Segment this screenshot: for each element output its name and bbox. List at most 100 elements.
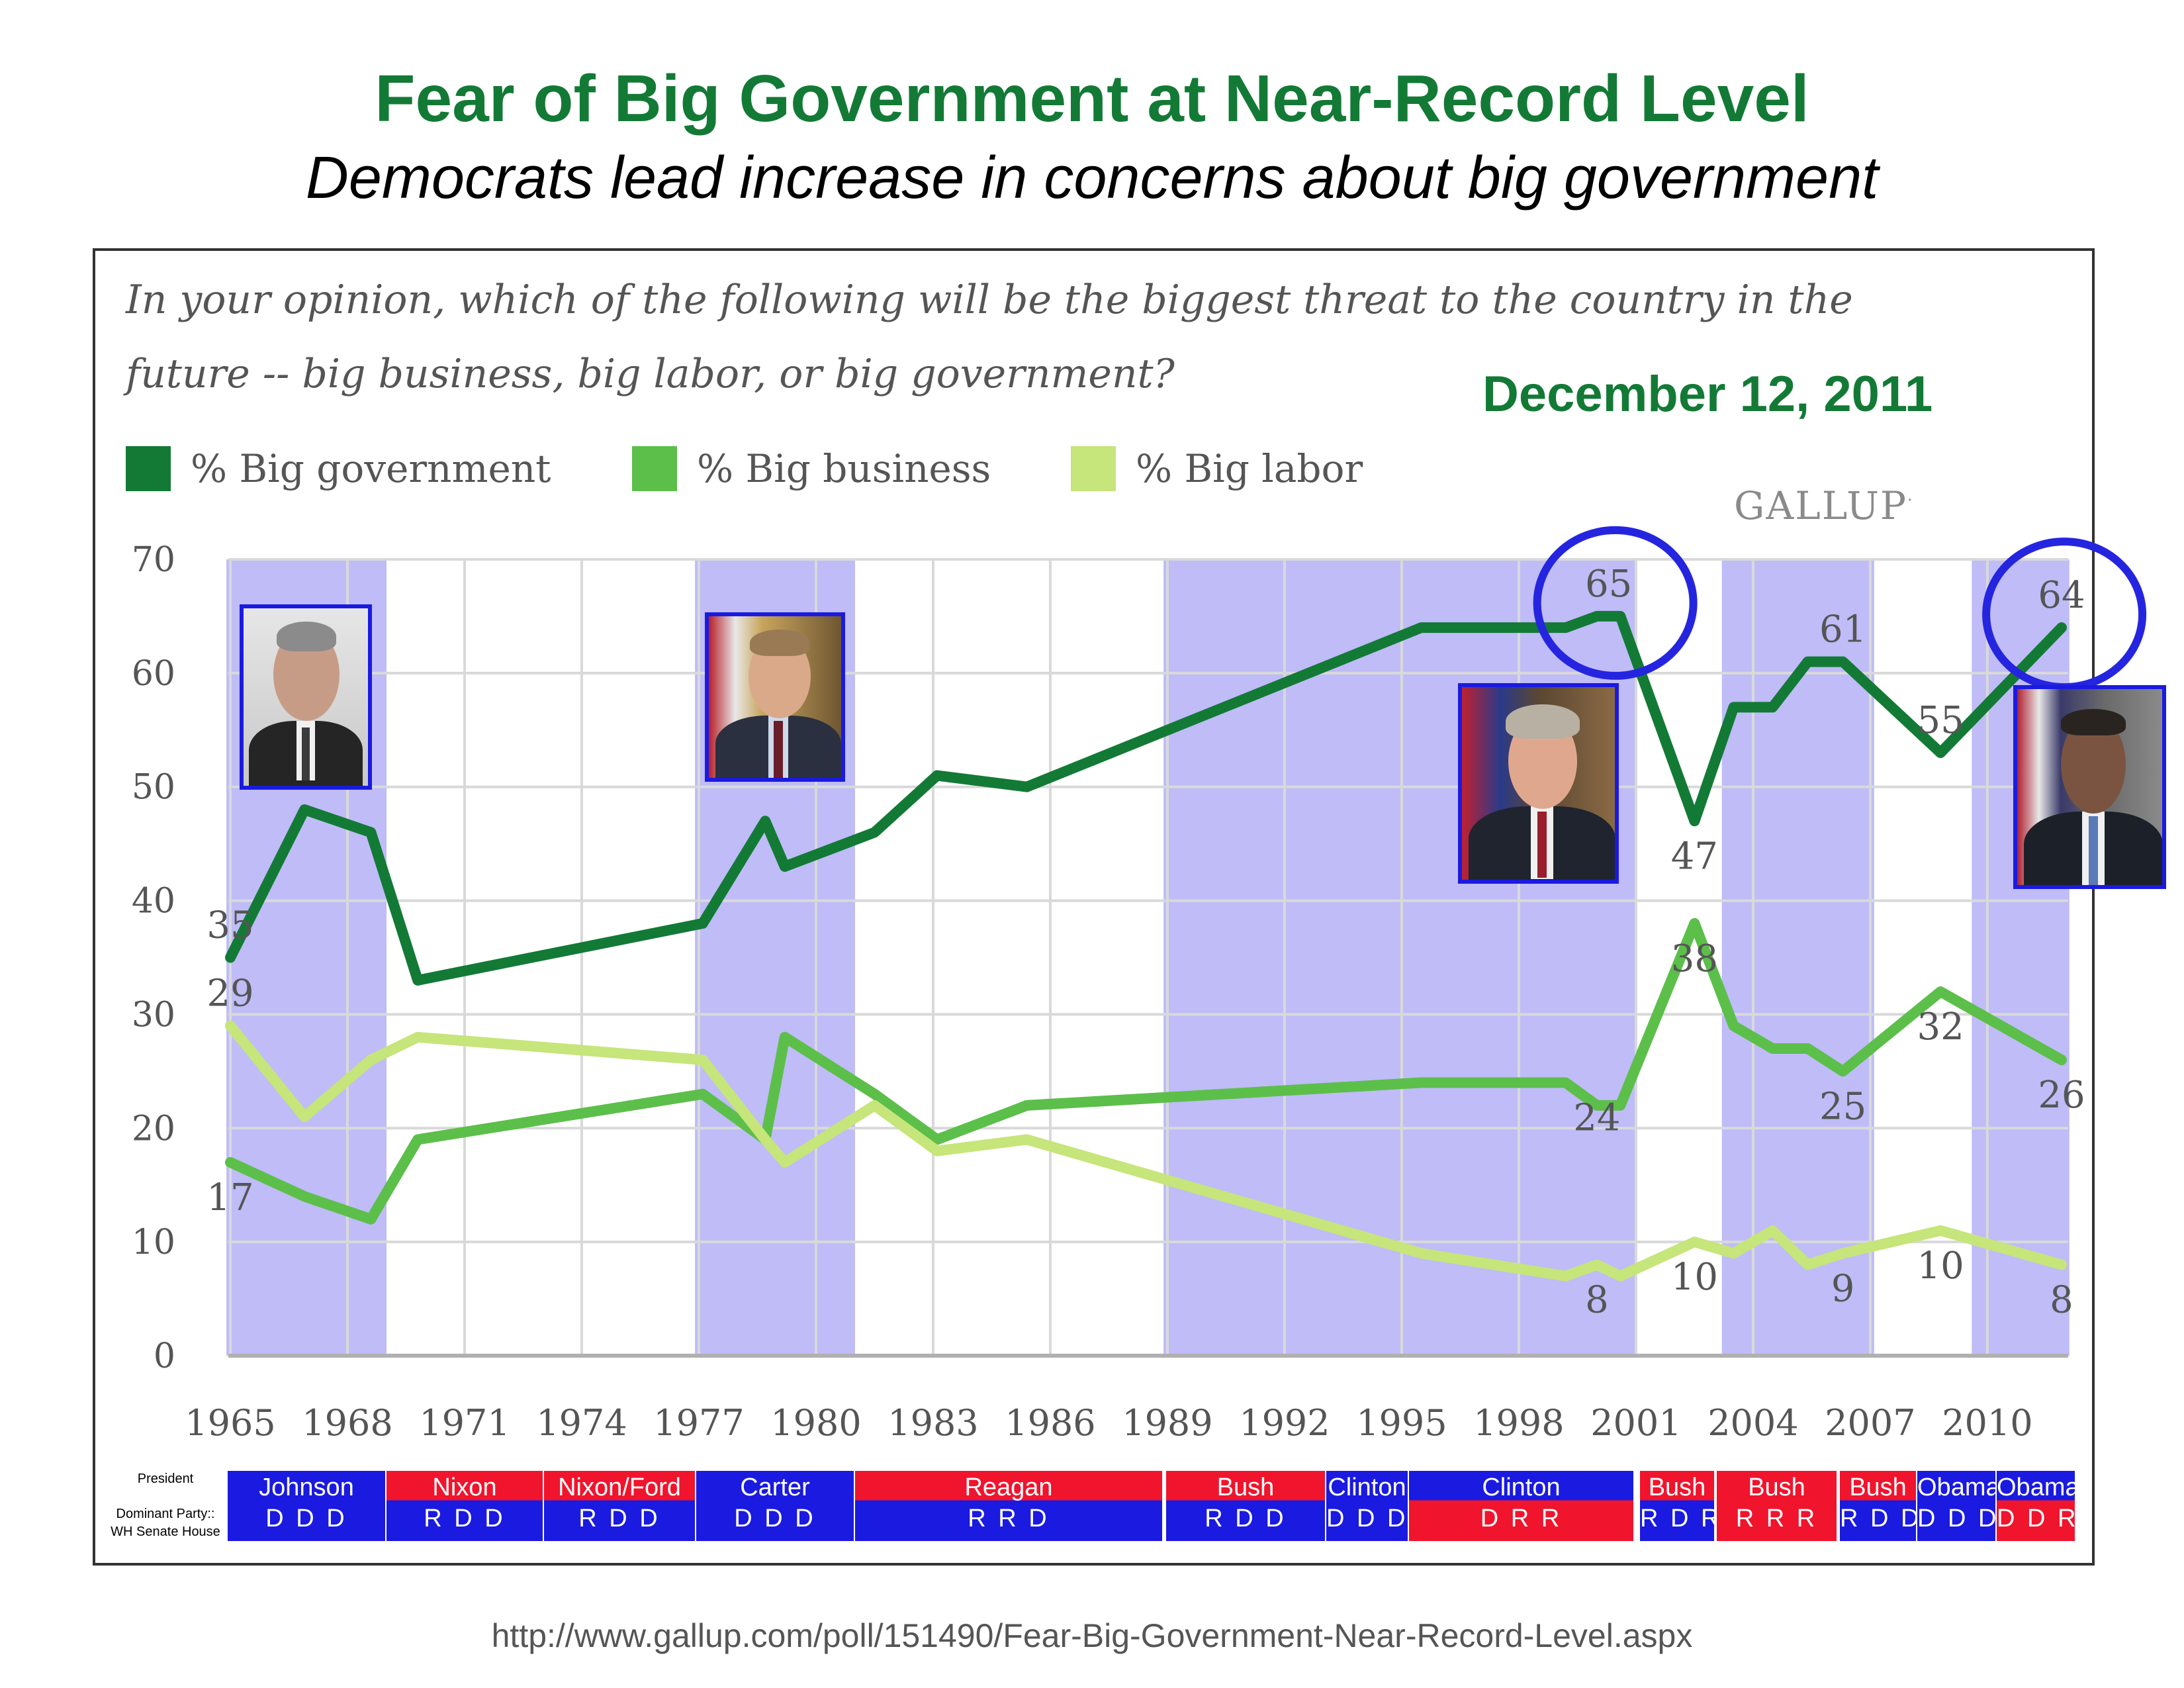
legend-item-big-labor: % Big labor <box>1071 442 1363 495</box>
clinton-portrait <box>1458 683 1619 884</box>
legend-swatch-big-government <box>126 446 171 491</box>
president-name: Reagan <box>964 1474 1053 1501</box>
legend-swatch-big-labor <box>1071 446 1116 491</box>
chart-frame <box>93 248 2095 1566</box>
y-tick-label: 60 <box>132 654 175 694</box>
data-label: 29 <box>206 972 253 1015</box>
johnson-portrait <box>240 604 372 790</box>
source-url[interactable]: http://www.gallup.com/poll/151490/Fear-B… <box>491 1617 1693 1654</box>
x-tick-label: 1965 <box>185 1402 275 1444</box>
obama-portrait <box>2013 685 2166 889</box>
party-control: D D D <box>1326 1505 1408 1532</box>
x-tick-label: 2004 <box>1707 1402 1798 1444</box>
y-tick-label: 50 <box>132 768 175 808</box>
party-control: D D D <box>734 1505 816 1532</box>
gallup-logo: GALLUP· <box>1734 483 1914 528</box>
party-control: R R D <box>968 1505 1050 1532</box>
gallup-logo-mark: · <box>1907 491 1914 510</box>
big-government-line <box>225 610 2067 986</box>
legend-swatch-big-business <box>632 446 677 491</box>
data-label: 25 <box>1819 1085 1866 1128</box>
carter-portrait <box>705 612 845 782</box>
page-title: Fear of Big Government at Near-Record Le… <box>375 62 1809 136</box>
president-box: Johnson D D D <box>228 1471 385 1541</box>
y-tick-label: 20 <box>132 1109 175 1149</box>
party-control: R D D <box>578 1505 660 1532</box>
legend-item-big-business: % Big business <box>632 442 991 495</box>
president-box: Carter D D D <box>696 1471 854 1541</box>
data-label: 47 <box>1671 835 1718 878</box>
x-tick-label: 1998 <box>1473 1402 1564 1444</box>
president-name: Clinton <box>1482 1474 1561 1501</box>
party-control: R R R <box>1735 1505 1818 1532</box>
gallup-logo-text: GALLUP <box>1734 483 1907 528</box>
data-label: 24 <box>1573 1097 1620 1140</box>
president-name: Obama <box>1997 1474 2075 1501</box>
data-label: 32 <box>1917 1006 1964 1049</box>
data-label: 9 <box>1831 1267 1855 1310</box>
president-box: Obama D D D <box>1917 1471 1995 1541</box>
data-label: 10 <box>1671 1256 1718 1299</box>
data-label: 55 <box>1917 699 1964 742</box>
x-tick-label: 1974 <box>536 1402 627 1444</box>
data-label: 17 <box>206 1176 253 1219</box>
president-name: Clinton <box>1328 1474 1406 1501</box>
x-tick-label: 1986 <box>1005 1402 1095 1444</box>
president-box: Bush R D R <box>1640 1471 1714 1541</box>
highlight-circle-icon <box>1533 526 1698 680</box>
data-label: 26 <box>2038 1074 2085 1117</box>
data-label: 61 <box>1819 608 1866 651</box>
president-box: Nixon R D D <box>387 1471 543 1541</box>
y-tick-label: 70 <box>132 540 175 580</box>
party-control: D D R <box>1997 1505 2075 1532</box>
data-label: 10 <box>1917 1244 1964 1288</box>
president-name: Carter <box>740 1474 810 1501</box>
president-box: Clinton D D D <box>1326 1471 1408 1541</box>
x-tick-label: 1968 <box>302 1402 392 1444</box>
y-tick-label: 0 <box>154 1336 175 1376</box>
big-labor-line <box>225 1020 2067 1282</box>
president-name: Bush <box>1648 1474 1706 1501</box>
president-box: Bush R R R <box>1717 1471 1837 1541</box>
y-tick-label: 10 <box>132 1223 175 1262</box>
president-name: Bush <box>1748 1474 1805 1501</box>
president-box: Bush R D D <box>1166 1471 1325 1541</box>
x-tick-label: 1977 <box>653 1402 744 1444</box>
data-label: 35 <box>206 904 253 947</box>
president-box: Nixon/Ford R D D <box>544 1471 695 1541</box>
question-line-1: In your opinion, which of the following … <box>126 277 1853 323</box>
data-label: 8 <box>2050 1279 2073 1322</box>
x-tick-label: 1983 <box>887 1402 978 1444</box>
president-name: Bush <box>1849 1474 1907 1501</box>
x-tick-label: 1980 <box>770 1402 861 1444</box>
data-label: 38 <box>1671 937 1718 980</box>
president-name: Nixon/Ford <box>558 1474 681 1501</box>
x-tick-label: 1989 <box>1122 1402 1212 1444</box>
x-tick-label: 2007 <box>1825 1402 1915 1444</box>
president-name: Nixon <box>432 1474 497 1501</box>
data-label: 65 <box>1585 563 1632 606</box>
legend-label-big-government: % Big government <box>191 446 551 491</box>
question-line-2: future -- big business, big labor, or bi… <box>126 351 1175 397</box>
legend-label-big-labor: % Big labor <box>1136 446 1363 491</box>
date-label: December 12, 2011 <box>1482 366 1933 422</box>
president-box: Clinton D R R <box>1409 1471 1633 1541</box>
x-tick-label: 1992 <box>1239 1402 1330 1444</box>
row-label-party-order: WH Senate House <box>111 1524 220 1539</box>
data-label: 8 <box>1585 1279 1609 1322</box>
row-label-president: President <box>137 1472 194 1486</box>
president-box: Reagan R R D <box>855 1471 1162 1541</box>
y-tick-label: 40 <box>132 882 175 921</box>
party-control: D R R <box>1480 1505 1563 1532</box>
president-name: Obama <box>1917 1474 1995 1501</box>
president-name: Johnson <box>259 1474 354 1501</box>
shaded-period-2 <box>1163 559 1636 1356</box>
party-control: R D D <box>1205 1505 1287 1532</box>
party-control: R D D <box>424 1505 506 1532</box>
party-control: R D D <box>1840 1505 1916 1532</box>
legend-label-big-business: % Big business <box>697 446 991 491</box>
party-control: D D D <box>265 1505 347 1532</box>
row-label-party: Dominant Party:: <box>116 1507 215 1521</box>
president-name: Bush <box>1216 1474 1275 1501</box>
